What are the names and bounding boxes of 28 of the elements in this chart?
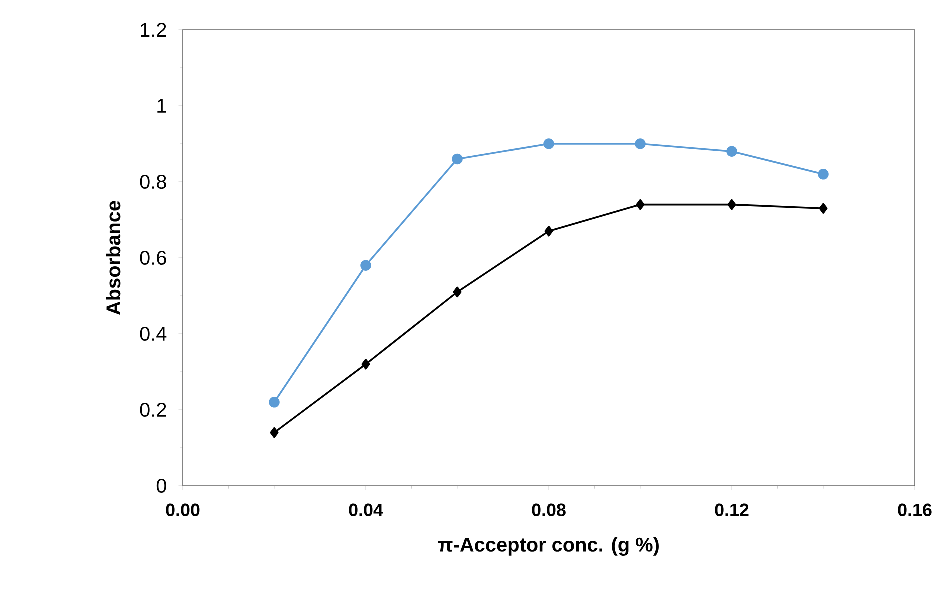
y-tick-label: 1: [158, 99, 166, 113]
y-tick-label: 0.4: [140, 326, 167, 342]
y-tick-label: 1.2: [141, 23, 166, 37]
y-tick-label: 0: [156, 478, 166, 494]
point: [453, 286, 462, 298]
point: [544, 138, 554, 150]
point: [544, 226, 554, 237]
x-axis-title: π-Acceptor conc. (g %): [438, 537, 659, 556]
x-tick-label: 0.00: [166, 504, 200, 516]
y-axis-title: Absorbance: [106, 201, 121, 316]
point: [728, 199, 736, 210]
x-tick-label: 0.04: [349, 504, 384, 516]
x-tick-label: 0.16: [898, 504, 932, 516]
y-tick-label: 0.8: [140, 174, 166, 190]
point: [452, 154, 463, 165]
point: [269, 397, 280, 408]
point: [362, 359, 370, 370]
point: [636, 199, 645, 210]
y-tick-label: 0.6: [140, 250, 166, 266]
point: [818, 169, 829, 180]
x-tick-label: 0.12: [715, 504, 749, 516]
point: [270, 427, 279, 438]
point: [726, 146, 738, 157]
point: [635, 138, 646, 150]
x-tick-label: 0.08: [532, 504, 566, 516]
point: [360, 260, 372, 271]
point: [819, 203, 828, 214]
y-tick-label: 0.2: [140, 402, 166, 418]
